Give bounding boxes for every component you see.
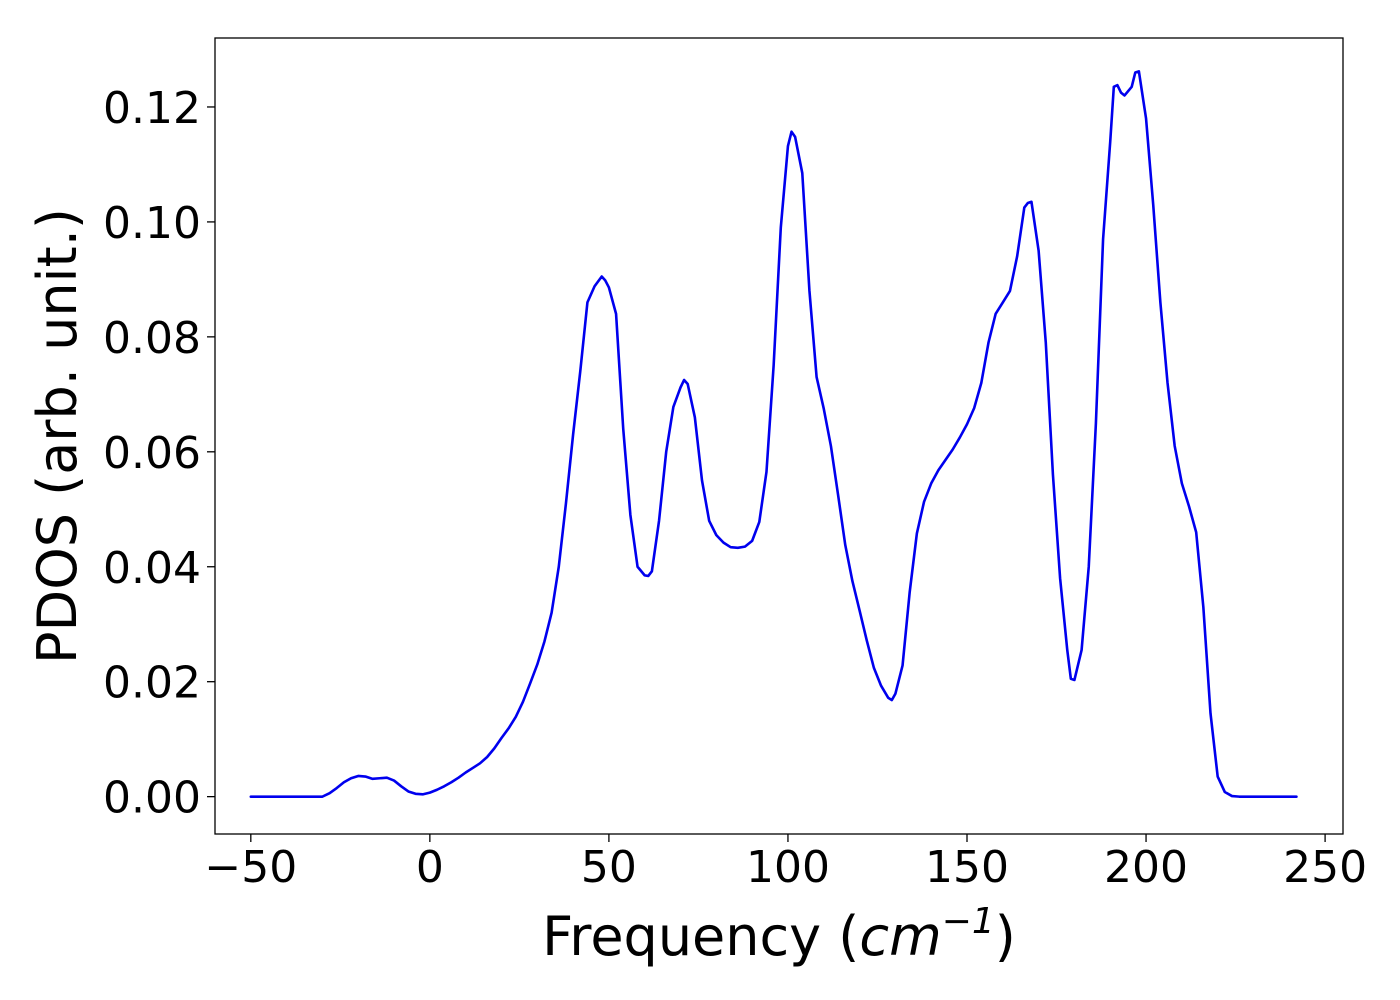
x-axis-label-suffix: )	[995, 905, 1016, 968]
y-tick-label: 0.02	[103, 658, 201, 709]
x-tick-label: 50	[581, 842, 637, 893]
x-tick-label: 250	[1283, 842, 1367, 893]
y-tick-label: 0.04	[103, 543, 201, 594]
x-tick-label: 150	[925, 842, 1009, 893]
y-tick-label: 0.00	[103, 773, 201, 824]
plot-background	[215, 38, 1343, 834]
x-axis-ticks: −50 0 50 100 150 200 250	[204, 834, 1367, 893]
data-layer	[249, 70, 1298, 798]
x-axis-label-exponent: −1	[942, 901, 995, 942]
plot-frame	[214, 37, 1344, 835]
pdos-series-line	[249, 70, 1298, 798]
x-tick-label: 100	[746, 842, 830, 893]
y-axis-ticks: 0.00 0.02 0.04 0.06 0.08 0.10 0.12	[103, 83, 215, 824]
x-axis-label: Frequency (cm−1)	[542, 901, 1016, 968]
y-tick-label: 0.10	[103, 198, 201, 249]
y-tick-label: 0.08	[103, 313, 201, 364]
y-tick-label: 0.06	[103, 428, 201, 479]
y-tick-label: 0.12	[103, 83, 201, 134]
x-tick-label: 200	[1104, 842, 1188, 893]
x-tick-label: 0	[416, 842, 444, 893]
x-tick-label: −50	[204, 842, 297, 893]
y-axis-label: PDOS (arb. unit.)	[26, 208, 89, 664]
x-axis-label-prefix: Frequency (	[542, 905, 859, 968]
x-axis-label-unit: cm	[859, 905, 941, 968]
